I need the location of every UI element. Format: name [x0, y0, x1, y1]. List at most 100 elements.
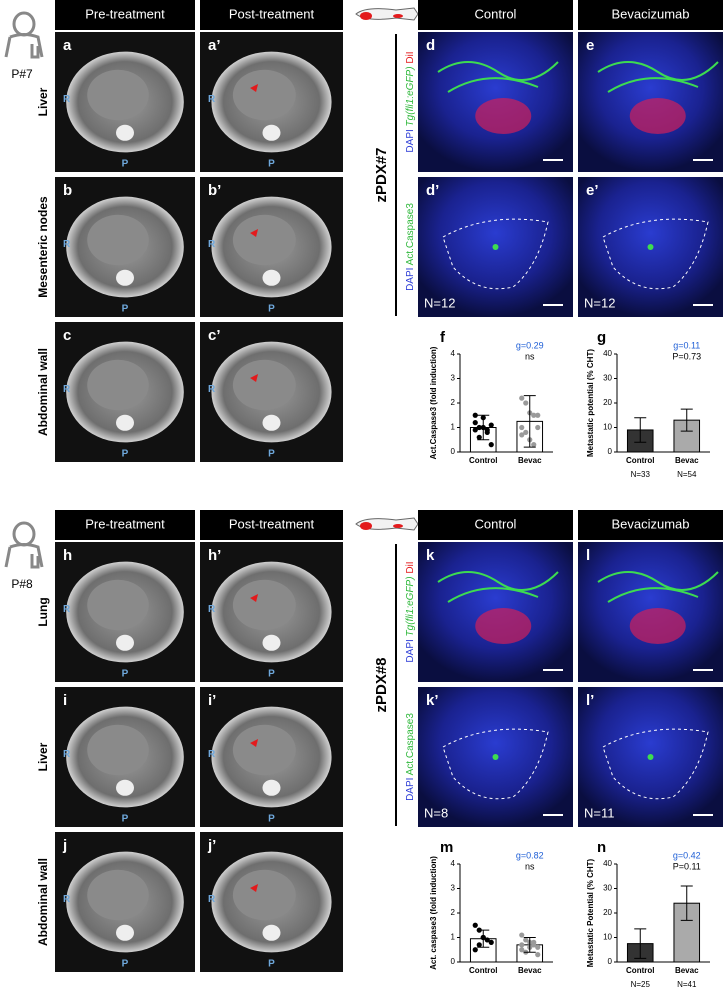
data-point	[519, 424, 525, 431]
ct-organ	[87, 579, 149, 631]
panel-letter: b’	[208, 182, 221, 199]
orientation-label: R	[208, 894, 216, 905]
y-tick-label: 40	[603, 349, 612, 358]
orientation-label: P	[122, 159, 129, 170]
y-tick-label: 10	[603, 933, 612, 942]
caspase-signal	[492, 244, 499, 250]
data-point	[523, 400, 529, 406]
stain-name: DAPI	[405, 129, 416, 152]
data-point	[476, 942, 482, 948]
orientation-label: P	[122, 304, 129, 315]
orientation-label: R	[208, 749, 216, 760]
orientation-label: R	[63, 894, 71, 905]
data-point	[488, 422, 494, 428]
y-axis-label: Metastatic potential (% CHT)	[586, 349, 595, 457]
error-bar	[680, 885, 693, 921]
annotation: ns	[525, 351, 535, 361]
ct-organ	[87, 724, 149, 776]
y-tick-label: 0	[608, 447, 613, 456]
caspase-signal	[647, 244, 654, 250]
lesion-arrow	[250, 229, 259, 237]
annotation: P=0.73	[672, 351, 701, 361]
vessels	[437, 571, 559, 603]
ct-spine	[116, 634, 134, 651]
y-tick-label: 30	[603, 374, 612, 383]
y-tick-label: 1	[451, 423, 456, 432]
ct-organ	[232, 724, 296, 776]
ct-spine	[262, 124, 281, 141]
x-tick-label: Bevac	[675, 966, 699, 975]
stain-name: DAPI	[405, 639, 416, 662]
data-point	[531, 442, 537, 448]
stain-name: Tg(fli1:eGFP)	[405, 66, 416, 126]
row-label: Liver	[36, 742, 50, 771]
model-label: zPDX#7	[373, 147, 390, 202]
ct-organ	[232, 214, 296, 266]
x-tick-label: Control	[469, 966, 497, 975]
ct-spine	[262, 634, 281, 651]
data-point	[488, 939, 494, 946]
column-header-text: Control	[475, 516, 517, 531]
row-label: Lung	[36, 597, 50, 626]
zebrafish-yolk	[360, 522, 372, 530]
y-tick-label: 4	[451, 349, 456, 358]
orientation-label: R	[63, 239, 71, 250]
y-tick-label: 3	[451, 884, 456, 893]
ct-organ	[232, 869, 296, 921]
panel-letter: h	[63, 547, 72, 564]
n-label: N=25	[631, 980, 651, 989]
panel-letter: c’	[208, 327, 221, 344]
data-point	[535, 952, 541, 958]
x-tick-label: Control	[469, 456, 497, 465]
y-tick-label: 30	[603, 884, 612, 893]
y-tick-label: 2	[451, 398, 456, 407]
panel-letter: n	[597, 839, 606, 856]
ct-spine	[262, 924, 281, 941]
caspase-signal	[647, 754, 654, 760]
column-header	[418, 0, 573, 30]
annotation: g=0.11	[673, 340, 700, 350]
n-label: N=12	[584, 295, 615, 310]
stain-name: DiI	[405, 561, 416, 573]
error-bar	[523, 395, 536, 448]
error-bar	[523, 937, 536, 953]
data-point	[472, 922, 478, 928]
zebrafish-yolk	[360, 12, 372, 20]
panel-letter: i	[63, 692, 67, 709]
n-label: N=33	[631, 470, 651, 479]
panel-letter: a’	[208, 37, 221, 54]
patient-icon	[4, 521, 44, 569]
data-point	[519, 942, 525, 948]
data-point	[519, 947, 525, 953]
lesion-arrow	[250, 594, 259, 602]
x-tick-label: Bevac	[518, 456, 542, 465]
orientation-label: P	[268, 449, 275, 460]
vessels	[437, 61, 559, 93]
data-point	[535, 424, 541, 431]
zebrafish-tail	[393, 14, 403, 18]
ct-organ	[87, 69, 149, 121]
n-label: N=54	[677, 470, 697, 479]
column-header	[578, 510, 723, 540]
orientation-label: R	[208, 384, 216, 395]
row-label: Mesenteric nodes	[36, 196, 50, 298]
stain-name: Tg(fli1:eGFP)	[405, 576, 416, 636]
annotation: g=0.29	[516, 340, 544, 350]
y-tick-label: 2	[451, 908, 456, 917]
data-point	[488, 442, 494, 448]
n-label: N=12	[424, 295, 455, 310]
orientation-label: P	[268, 304, 275, 315]
y-axis-label: Act. caspase3 (fold induction)	[429, 856, 438, 970]
orientation-label: P	[268, 159, 275, 170]
ct-organ	[87, 869, 149, 921]
tumor-outline	[602, 218, 709, 290]
data-point	[523, 937, 529, 943]
column-header-text: Bevacizumab	[611, 516, 689, 531]
column-header	[578, 0, 723, 30]
panel-letter: c	[63, 327, 71, 344]
column-header-text: Post-treatment	[229, 516, 315, 531]
row-label: Liver	[36, 87, 50, 116]
y-tick-label: 0	[608, 957, 613, 966]
orientation-label: P	[268, 959, 275, 970]
